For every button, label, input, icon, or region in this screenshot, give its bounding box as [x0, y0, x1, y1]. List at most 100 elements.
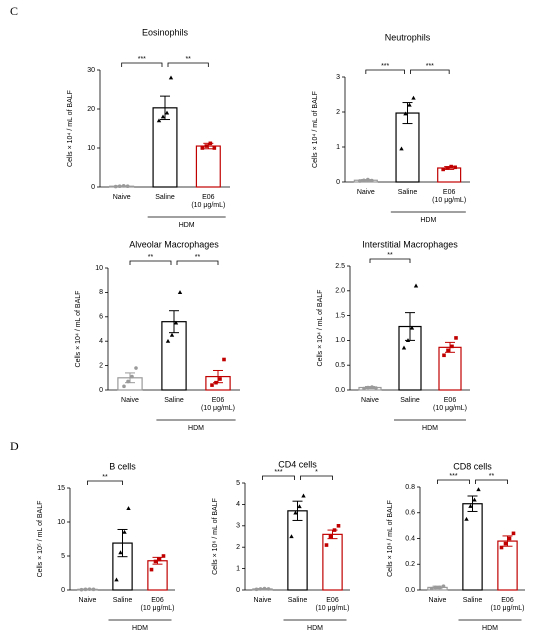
data-point: [366, 385, 370, 390]
data-point: [165, 338, 171, 343]
y-axis-label: Cells × 10⁴ / mL of BALF: [312, 91, 319, 168]
data-point: [79, 587, 84, 592]
data-point: [200, 146, 205, 150]
bar: [287, 510, 308, 591]
x-tick-label: (10 μg/mL): [491, 605, 525, 612]
y-tick-label: 0.0: [335, 387, 345, 394]
y-tick-label: 30: [87, 67, 95, 74]
y-axis-label: Cells × 10⁴ / mL of BALF: [317, 290, 324, 367]
data-point: [210, 383, 214, 387]
group-label: HDM: [422, 425, 438, 432]
data-point: [153, 559, 158, 564]
data-point: [297, 504, 302, 509]
data-point: [289, 534, 294, 539]
x-tick-label: (10 μg/mL): [191, 202, 225, 209]
bar: [195, 145, 221, 188]
y-tick-label: 10: [57, 519, 65, 526]
data-point: [125, 184, 130, 189]
panel-label: C: [10, 4, 18, 18]
data-point: [208, 141, 213, 146]
bar: [322, 533, 343, 591]
data-point: [362, 386, 366, 391]
x-tick-label: Saline: [398, 189, 418, 196]
data-point: [405, 338, 411, 342]
y-tick-label: 1: [336, 144, 340, 151]
data-point: [113, 184, 118, 189]
y-tick-label: 0: [61, 587, 65, 594]
error-bar: [445, 341, 455, 353]
data-point: [117, 184, 122, 189]
significance-label: **: [148, 254, 154, 261]
error-bar: [402, 102, 413, 125]
error-bar: [432, 585, 443, 590]
data-point: [122, 384, 126, 389]
significance-bracket: [410, 69, 450, 74]
y-tick-label: 20: [87, 106, 95, 113]
y-tick-label: 2: [99, 362, 103, 369]
significance-bracket: [437, 479, 470, 484]
data-point: [156, 118, 162, 123]
x-tick-label: Saline: [155, 194, 175, 201]
data-point: [476, 487, 481, 492]
error-bar: [152, 556, 163, 565]
x-tick-label: Saline: [288, 597, 308, 604]
group-label: HDM: [179, 222, 195, 229]
error-bar: [502, 535, 513, 547]
chart-title: Alveolar Macrophages: [129, 239, 219, 249]
data-point: [293, 510, 298, 515]
data-point: [437, 585, 442, 590]
y-tick-label: 0.4: [405, 535, 415, 542]
data-point: [126, 379, 130, 384]
significance-label: ***: [138, 56, 146, 63]
data-point: [258, 587, 263, 591]
data-point: [507, 536, 512, 541]
x-tick-label: E06: [151, 597, 164, 604]
data-point: [450, 344, 454, 349]
y-tick-label: 3: [236, 523, 240, 530]
y-axis-label: Cells × 10⁴ / mL of BALF: [75, 291, 82, 368]
data-point: [399, 146, 404, 151]
data-point: [168, 75, 174, 80]
y-tick-label: 10: [95, 265, 103, 272]
data-point: [222, 357, 226, 362]
data-point: [212, 146, 217, 150]
data-point: [122, 529, 127, 534]
x-tick-label: (10 μg/mL): [433, 405, 467, 412]
y-tick-label: 2: [236, 544, 240, 551]
y-tick-label: 0: [99, 387, 103, 394]
y-tick-label: 5: [61, 553, 65, 560]
significance-bracket: [475, 479, 508, 484]
y-tick-label: 3: [336, 74, 340, 81]
data-point: [301, 493, 306, 498]
y-tick-label: 10: [87, 145, 95, 152]
data-point: [446, 348, 450, 353]
data-point: [503, 541, 508, 546]
data-point: [445, 166, 449, 170]
data-point: [134, 366, 138, 370]
significance-bracket: [121, 62, 163, 67]
y-tick-label: 6: [99, 314, 103, 321]
y-tick-label: 4: [99, 338, 103, 345]
y-axis-label: Cells × 10⁶ / mL of BALF: [387, 500, 394, 577]
error-bar: [125, 372, 135, 384]
y-tick-label: 1.0: [335, 337, 345, 344]
data-point: [161, 554, 166, 558]
chart-title: Eosinophils: [142, 27, 189, 37]
data-point: [511, 531, 516, 536]
data-point: [401, 345, 407, 350]
chart-title: B cells: [109, 461, 136, 471]
data-point: [332, 528, 337, 532]
data-point: [262, 586, 267, 591]
error-bar: [169, 310, 179, 334]
data-point: [499, 545, 504, 550]
x-tick-label: Naive: [361, 397, 379, 404]
data-point: [177, 290, 183, 294]
y-tick-label: 1: [236, 565, 240, 572]
data-point: [160, 114, 166, 119]
data-point: [87, 587, 92, 591]
data-point: [429, 586, 434, 591]
data-point: [266, 587, 271, 591]
y-tick-label: 0.5: [335, 362, 345, 369]
y-tick-label: 1.5: [335, 312, 345, 319]
